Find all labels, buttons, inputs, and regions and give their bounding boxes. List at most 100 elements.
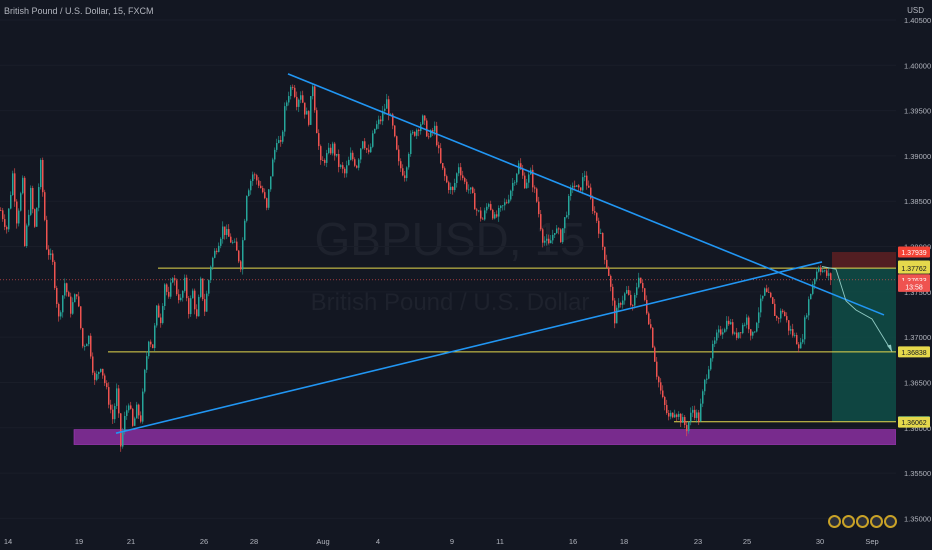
candle-body-165 [330,147,332,154]
candle-body-40 [80,306,82,329]
candles [0,83,832,452]
candle-body-25 [50,253,52,256]
candle-body-267 [534,187,536,189]
candle-body-133 [266,198,268,208]
candle-body-170 [340,165,342,167]
candle-body-70 [140,415,142,422]
candle-body-137 [274,149,276,160]
candle-body-52 [104,375,106,384]
candle-body-222 [444,168,446,177]
time-axis[interactable] [0,532,932,550]
candle-body-114 [228,229,230,237]
candle-body-97 [194,290,196,310]
candle-body-370 [740,332,742,334]
candle-body-311 [622,300,624,305]
grid [0,19,896,519]
time-axis-labels: 14 19 21 26 28 Aug 4 9 11 16 18 23 25 30 Sep [4,537,879,546]
candle-body-384 [768,291,770,293]
candle-body-263 [526,182,528,189]
candle-body-271 [542,229,544,243]
candle-body-225 [450,186,452,191]
candle-body-329 [658,376,660,383]
candle-body-262 [524,175,526,189]
event-icons[interactable] [828,515,897,531]
candle-body-401 [802,339,804,343]
candle-body-396 [792,329,794,336]
candle-body-286 [572,185,574,188]
candle-body-376 [752,332,754,336]
price-tick-7: 1.38500 [904,197,931,206]
candle-body-319 [638,277,640,288]
candle-body-323 [646,299,648,314]
candle-body-275 [550,240,552,244]
candle-body-248 [496,214,498,217]
candle-body-66 [132,408,134,426]
projection-line [821,266,893,352]
candle-body-413 [826,270,828,276]
candle-body-151 [302,95,304,103]
candle-body-178 [356,165,358,168]
candle-body-149 [298,99,300,107]
candle-body-190 [380,119,382,122]
price-tag-bg-0 [898,246,930,258]
trendline-1 [115,261,823,434]
candle-body-266 [532,169,534,188]
price-tick-10: 1.40000 [904,61,931,70]
candle-body-112 [224,226,226,236]
symbol-header[interactable]: British Pound / U.S. Dollar, 15, FXCM [4,6,154,16]
candle-body-217 [434,125,436,132]
candle-body-28 [56,287,58,304]
candle-body-83 [166,284,168,292]
candle-body-229 [458,167,460,174]
candle-body-321 [642,282,644,289]
trendlines[interactable] [115,73,885,434]
candle-body-59 [118,388,120,414]
candle-body-285 [570,187,572,196]
candle-body-47 [94,372,96,380]
candle-body-259 [518,163,520,174]
candle-body-226 [452,186,454,191]
candle-body-314 [628,290,630,295]
candle-body-111 [222,226,224,239]
candle-body-0 [0,210,2,212]
time-tick-14: Sep [865,537,878,546]
horizontal-levels [0,267,896,423]
candle-body-224 [448,182,450,191]
candle-body-136 [272,159,274,177]
candle-body-182 [364,141,366,149]
candle-body-94 [188,298,190,315]
time-tick-7: 9 [450,537,454,546]
candle-body-385 [770,292,772,298]
candle-body-164 [328,147,330,154]
candle-body-13 [26,225,28,247]
candle-body-404 [808,299,810,316]
price-tick-11: 1.40500 [904,16,931,25]
candle-body-15 [30,187,32,215]
candle-body-287 [574,185,576,187]
candle-body-193 [386,99,388,109]
price-tick-2: 1.36000 [904,424,931,433]
candle-body-130 [260,185,262,189]
event-icon-5[interactable] [884,515,897,528]
price-tag-bg-4 [898,280,930,292]
event-icon-2[interactable] [842,515,855,528]
time-tick-8: 11 [496,537,504,546]
event-icon-3[interactable] [856,515,869,528]
candle-body-354 [708,369,710,379]
candle-body-129 [258,180,260,186]
event-icon-4[interactable] [870,515,883,528]
candle-body-289 [578,185,580,188]
candle-body-17 [34,209,36,227]
candle-body-54 [108,387,110,405]
candle-body-121 [242,240,244,270]
candle-body-407 [814,279,816,285]
candle-body-221 [442,163,444,169]
time-tick-4: 28 [250,537,258,546]
candle-body-175 [350,152,352,160]
candle-body-279 [558,228,560,230]
candle-body-73 [146,356,148,370]
projection-path [821,266,893,352]
event-icon-1[interactable] [828,515,841,528]
candle-body-179 [358,159,360,168]
